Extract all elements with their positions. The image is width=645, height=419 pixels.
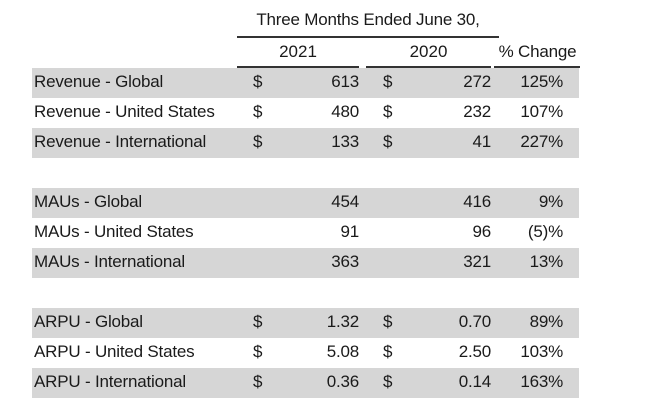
value-2020: 41 <box>472 132 491 151</box>
currency-2020: $ <box>383 342 393 361</box>
value-2020: 96 <box>472 222 491 241</box>
pct-change-value: 163% <box>520 372 563 391</box>
period-header: Three Months Ended June 30, <box>256 10 480 29</box>
pct-change-value: 9% <box>538 192 563 211</box>
value-2021: 91 <box>340 222 359 241</box>
table-row: ARPU - International $ 0.36 $ 0.14 163% <box>32 368 579 398</box>
pct-change-value: 227% <box>520 132 563 151</box>
currency-2020: $ <box>383 102 393 121</box>
year-2020-header: 2020 <box>409 42 448 61</box>
table-row: ARPU - United States $ 5.08 $ 2.50 103% <box>32 338 579 368</box>
row-label: ARPU - United States <box>34 342 195 361</box>
currency-2021: $ <box>253 372 263 391</box>
year-2021-header: 2021 <box>279 42 317 61</box>
pct-change-value: 13% <box>529 252 564 271</box>
value-2021: 0.36 <box>326 372 359 391</box>
value-2021: 363 <box>331 252 359 271</box>
row-label: Revenue - Global <box>34 72 164 91</box>
value-2021: 133 <box>331 132 359 151</box>
currency-2020: $ <box>383 72 393 91</box>
value-2020: 272 <box>463 72 491 91</box>
currency-2021: $ <box>253 102 263 121</box>
currency-2021: $ <box>253 342 263 361</box>
value-2020: 321 <box>463 252 491 271</box>
value-2020: 0.70 <box>458 312 491 331</box>
year-2020-underline <box>366 66 491 68</box>
pct-change-value: 89% <box>529 312 564 331</box>
pct-change-underline <box>494 66 580 68</box>
value-2021: 1.32 <box>326 312 359 331</box>
currency-2020: $ <box>383 372 393 391</box>
table-row: ARPU - Global $ 1.32 $ 0.70 89% <box>32 308 579 338</box>
row-label: MAUs - International <box>34 252 185 271</box>
value-2021: 5.08 <box>326 342 359 361</box>
pct-change-value: 125% <box>520 72 563 91</box>
value-2021: 613 <box>331 72 359 91</box>
table-row: Revenue - United States $ 480 $ 232 107% <box>32 98 579 128</box>
pct-change-value: (5)% <box>527 222 563 241</box>
currency-2021: $ <box>253 72 263 91</box>
table-row: Revenue - Global $ 613 $ 272 125% <box>32 68 579 98</box>
table-row: Revenue - International $ 133 $ 41 227% <box>32 128 579 158</box>
currency-2021: $ <box>253 312 263 331</box>
pct-change-value: 103% <box>520 342 563 361</box>
value-2020: 416 <box>463 192 491 211</box>
table-row: MAUs - International 363 321 13% <box>32 248 579 278</box>
table-row: MAUs - United States 91 96 (5)% <box>32 218 579 248</box>
row-label: MAUs - Global <box>34 192 142 211</box>
row-label: ARPU - Global <box>34 312 143 331</box>
value-2020: 232 <box>463 102 491 121</box>
table-row: MAUs - Global 454 416 9% <box>32 188 579 218</box>
row-label: Revenue - United States <box>34 102 215 121</box>
year-2021-underline <box>237 66 359 68</box>
pct-change-value: 107% <box>520 102 563 121</box>
currency-2020: $ <box>383 312 393 331</box>
period-underline <box>237 36 499 38</box>
currency-2020: $ <box>383 132 393 151</box>
value-2020: 2.50 <box>458 342 491 361</box>
value-2020: 0.14 <box>458 372 491 391</box>
currency-2021: $ <box>253 132 263 151</box>
row-label: MAUs - United States <box>34 222 194 241</box>
value-2021: 480 <box>331 102 359 121</box>
pct-change-header: % Change <box>498 42 577 61</box>
row-label: Revenue - International <box>34 132 207 151</box>
value-2021: 454 <box>331 192 359 211</box>
row-label: ARPU - International <box>34 372 186 391</box>
